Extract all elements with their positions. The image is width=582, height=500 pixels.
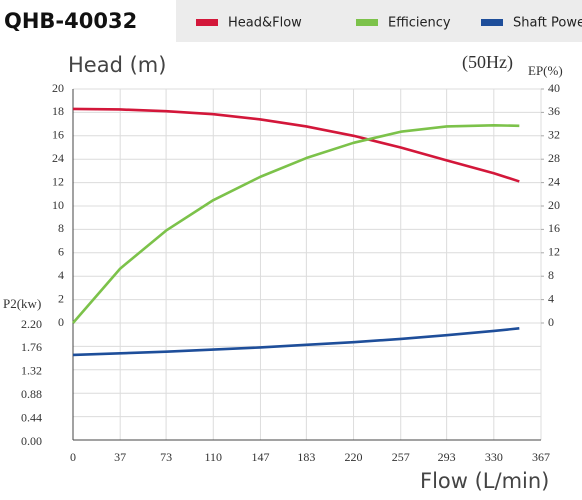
y-tick-label: 6 xyxy=(58,245,64,259)
annotation: (50Hz) xyxy=(462,52,513,73)
y-tick-label: 16 xyxy=(52,128,64,142)
series-line xyxy=(72,327,520,357)
y2-tick-label: 32 xyxy=(548,128,560,142)
y2-tick-label: 20 xyxy=(548,198,560,212)
x-tick-label: 110 xyxy=(204,450,222,464)
y-tick-label: 12 xyxy=(52,174,64,188)
y2-tick-label: 4 xyxy=(548,291,554,305)
x-tick-label: 367 xyxy=(532,450,550,464)
y-tick-label: 10 xyxy=(52,198,64,212)
power-tick-label: 0.44 xyxy=(21,410,42,424)
legend-box xyxy=(176,0,582,42)
y-axis-label: Head (m) xyxy=(68,53,166,77)
y2-tick-label: 8 xyxy=(548,268,554,282)
y-tick-label: 18 xyxy=(52,104,64,118)
x-tick-label: 183 xyxy=(297,450,315,464)
legend-swatch xyxy=(481,19,503,26)
y-tick-label: 4 xyxy=(58,268,64,282)
legend-swatch xyxy=(196,19,218,26)
y-tick-label: 0 xyxy=(58,315,64,329)
y2-axis-label: EP(%) xyxy=(528,63,563,78)
y2-tick-label: 16 xyxy=(548,221,560,235)
legend-label: Head&Flow xyxy=(228,16,302,31)
y-tick-label: 20 xyxy=(52,81,64,95)
x-tick-label: 73 xyxy=(160,450,172,464)
y2-tick-label: 36 xyxy=(548,104,560,118)
power-tick-label: 1.32 xyxy=(21,364,42,378)
power-tick-label: 0.00 xyxy=(21,434,42,448)
x-tick-label: 293 xyxy=(438,450,456,464)
x-axis-label: Flow (L/min) xyxy=(420,469,549,493)
y-tick-label: 24 xyxy=(52,151,64,165)
series-line xyxy=(72,123,520,324)
x-tick-label: 0 xyxy=(70,450,76,464)
x-tick-label: 257 xyxy=(392,450,410,464)
power-tick-label: 1.76 xyxy=(21,340,42,354)
y2-tick-label: 24 xyxy=(548,174,560,188)
power-axis-label: P2(kw) xyxy=(3,296,41,311)
y-tick-label: 8 xyxy=(58,221,64,235)
power-tick-label: 0.88 xyxy=(21,387,42,401)
y2-tick-label: 0 xyxy=(548,315,554,329)
y2-tick-label: 12 xyxy=(548,245,560,259)
chart-title: QHB-40032 xyxy=(4,9,137,33)
x-tick-label: 220 xyxy=(345,450,363,464)
x-tick-label: 37 xyxy=(114,450,126,464)
y-tick-label: 2 xyxy=(58,291,64,305)
legend-label: Shaft Power xyxy=(513,16,582,31)
y2-tick-label: 28 xyxy=(548,151,560,165)
power-tick-label: 2.20 xyxy=(21,317,42,331)
y2-tick-label: 40 xyxy=(548,81,560,95)
legend-swatch xyxy=(356,19,378,26)
x-tick-label: 147 xyxy=(251,450,269,464)
x-tick-label: 330 xyxy=(485,450,503,464)
series-line xyxy=(72,107,520,183)
legend-label: Efficiency xyxy=(388,16,451,31)
